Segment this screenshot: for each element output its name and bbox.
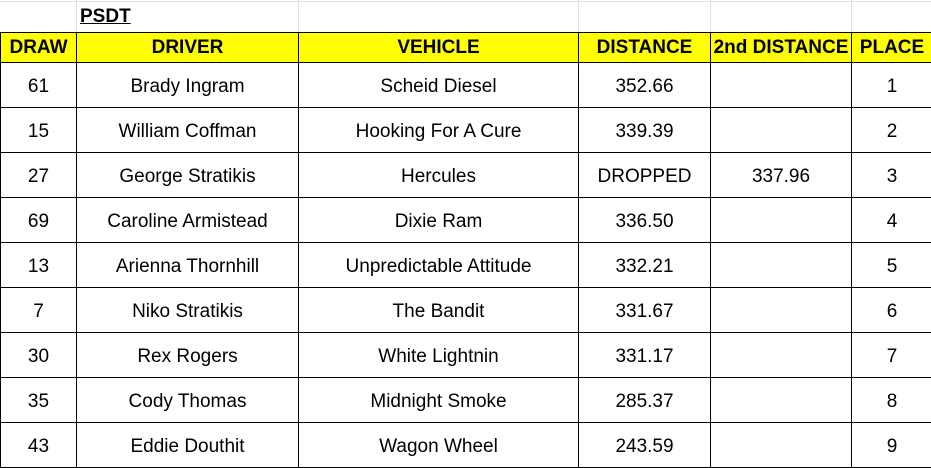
cell-vehicle[interactable]: Hooking For A Cure	[299, 108, 579, 153]
cell-vehicle[interactable]: Midnight Smoke	[299, 378, 579, 423]
cell-driver[interactable]: Cody Thomas	[77, 378, 299, 423]
cell-driver[interactable]: Arienna Thornhill	[77, 243, 299, 288]
cell-distance[interactable]: DROPPED	[579, 153, 711, 198]
cell-driver[interactable]: Caroline Armistead	[77, 198, 299, 243]
cell-distance[interactable]: 243.59	[579, 423, 711, 468]
cell-draw[interactable]: 27	[1, 153, 77, 198]
header-second-distance[interactable]: 2nd DISTANCE	[711, 33, 852, 63]
cell-place[interactable]: 5	[852, 243, 931, 288]
cell-vehicle[interactable]: Dixie Ram	[299, 198, 579, 243]
cell-place[interactable]: 9	[852, 423, 931, 468]
cell-driver[interactable]: George Stratikis	[77, 153, 299, 198]
cell-vehicle[interactable]: White Lightnin	[299, 333, 579, 378]
cell-driver[interactable]: Eddie Douthit	[77, 423, 299, 468]
cell-draw[interactable]: 43	[1, 423, 77, 468]
cell-driver[interactable]: Rex Rogers	[77, 333, 299, 378]
sheet-title-cell[interactable]: PSDT	[80, 6, 131, 28]
gridline	[76, 0, 77, 32]
cell-draw[interactable]: 15	[1, 108, 77, 153]
header-draw[interactable]: DRAW	[1, 33, 77, 63]
cell-draw[interactable]: 35	[1, 378, 77, 423]
cell-distance[interactable]: 339.39	[579, 108, 711, 153]
cell-draw[interactable]: 61	[1, 63, 77, 108]
cell-driver[interactable]: Niko Stratikis	[77, 288, 299, 333]
cell-draw[interactable]: 30	[1, 333, 77, 378]
cell-second-distance[interactable]	[711, 378, 852, 423]
cell-second-distance[interactable]	[711, 63, 852, 108]
cell-place[interactable]: 7	[852, 333, 931, 378]
cell-second-distance[interactable]	[711, 288, 852, 333]
title-row: PSDT	[0, 0, 931, 32]
cell-second-distance[interactable]	[711, 423, 852, 468]
header-place[interactable]: PLACE	[852, 33, 931, 63]
cell-vehicle[interactable]: Scheid Diesel	[299, 63, 579, 108]
cell-vehicle[interactable]: Hercules	[299, 153, 579, 198]
cell-place[interactable]: 8	[852, 378, 931, 423]
cell-vehicle[interactable]: The Bandit	[299, 288, 579, 333]
cell-vehicle[interactable]: Wagon Wheel	[299, 423, 579, 468]
cell-place[interactable]: 2	[852, 108, 931, 153]
gridline	[0, 1, 931, 2]
cell-distance[interactable]: 331.17	[579, 333, 711, 378]
cell-distance[interactable]: 332.21	[579, 243, 711, 288]
header-vehicle[interactable]: VEHICLE	[299, 33, 579, 63]
cell-second-distance[interactable]	[711, 243, 852, 288]
cell-second-distance[interactable]	[711, 108, 852, 153]
header-distance[interactable]: DISTANCE	[579, 33, 711, 63]
gridline	[298, 0, 299, 32]
gridline	[710, 0, 711, 32]
cell-draw[interactable]: 13	[1, 243, 77, 288]
cell-place[interactable]: 4	[852, 198, 931, 243]
cell-driver[interactable]: William Coffman	[77, 108, 299, 153]
cell-driver[interactable]: Brady Ingram	[77, 63, 299, 108]
cell-distance[interactable]: 352.66	[579, 63, 711, 108]
cell-second-distance[interactable]	[711, 333, 852, 378]
gridline	[578, 0, 579, 32]
cell-place[interactable]: 6	[852, 288, 931, 333]
cell-second-distance[interactable]: 337.96	[711, 153, 852, 198]
cell-vehicle[interactable]: Unpredictable Attitude	[299, 243, 579, 288]
cell-second-distance[interactable]	[711, 198, 852, 243]
header-driver[interactable]: DRIVER	[77, 33, 299, 63]
cell-place[interactable]: 1	[852, 63, 931, 108]
cell-distance[interactable]: 331.67	[579, 288, 711, 333]
cell-draw[interactable]: 7	[1, 288, 77, 333]
gridline	[851, 0, 852, 32]
cell-distance[interactable]: 285.37	[579, 378, 711, 423]
cell-draw[interactable]: 69	[1, 198, 77, 243]
cell-place[interactable]: 3	[852, 153, 931, 198]
cell-distance[interactable]: 336.50	[579, 198, 711, 243]
